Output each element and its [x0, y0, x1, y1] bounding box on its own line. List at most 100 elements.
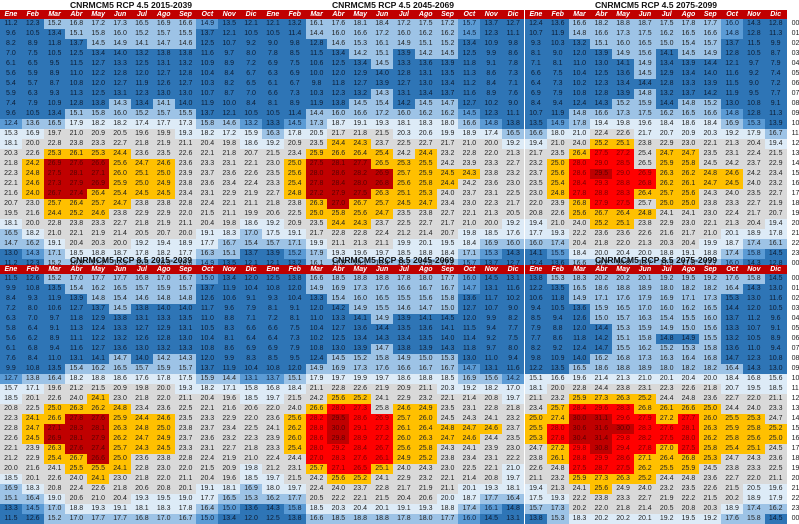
temperature-cell: 12.7 [130, 324, 153, 334]
temperature-cell: 20.0 [546, 384, 569, 394]
temperature-cell: 28.9 [349, 434, 372, 444]
temperature-cell: 11.9 [43, 294, 66, 304]
temperature-cell: 13.4 [458, 39, 481, 49]
temperature-cell: 16.5 [677, 109, 700, 119]
temperature-cell: 14.9 [371, 314, 393, 324]
temperature-cell: 13.5 [546, 284, 569, 294]
temperature-cell: 19.6 [349, 249, 372, 259]
temperature-cell: 23.2 [525, 159, 547, 169]
temperature-cell: 23.1 [721, 149, 743, 159]
temperature-cell: 20.2 [590, 514, 613, 524]
temperature-cell: 26.9 [87, 179, 110, 189]
temperature-cell: 24.8 [699, 169, 722, 179]
temperature-cell: 25.7 [371, 199, 393, 209]
table-row: 11.2 12.3 15.2 16.8 17.2 17.3 16.5 16.9 16.6 14.9… [0, 19, 262, 29]
temperature-cell: 24.1 [677, 209, 700, 219]
temperature-cell: 5.8 [0, 324, 22, 334]
hour-label: 10:00 [786, 119, 799, 129]
temperature-cell: 20.7 [240, 149, 262, 159]
temperature-cell: 10.2 [568, 79, 591, 89]
temperature-cell: 22.1 [480, 464, 503, 474]
temperature-cell: 21.0 [502, 464, 524, 474]
temperature-cell: 10.6 [525, 294, 547, 304]
temperature-cell: 20.4 [568, 239, 591, 249]
temperature-cell: 17.5 [174, 374, 197, 384]
hour-label: 18:00 [786, 454, 799, 464]
temperature-cell: 8.2 [525, 344, 547, 354]
month-header: Mar [568, 10, 591, 19]
temperature-cell: 16.6 [349, 109, 372, 119]
temperature-cell: 18.8 [349, 274, 372, 284]
temperature-cell: 25.5 [87, 464, 110, 474]
temperature-cell: 25.9 [677, 464, 700, 474]
temperature-cell: 25.3 [742, 414, 765, 424]
temperature-cell: 20.0 [699, 374, 722, 384]
table-row: 22.3 24.1 26.6 27.8 27.6 25.9 24.4 24.6 23.5 23.3… [0, 414, 262, 424]
temperature-cell: 18.1 [392, 119, 415, 129]
temperature-cell: 9.6 [218, 304, 241, 314]
temperature-cell: 21.8 [612, 504, 634, 514]
temperature-cell: 20.2 [612, 274, 634, 284]
temperature-cell: 22.6 [633, 229, 656, 239]
temperature-cell: 21.9 [152, 219, 175, 229]
temperature-cell: 17.7 [196, 239, 219, 249]
temperature-cell: 10.0 [218, 99, 241, 109]
temperature-cell: 24.6 [458, 434, 481, 444]
temperature-cell: 16.6 [392, 364, 415, 374]
temperature-cell: 23.5 [305, 219, 328, 229]
temperature-cell: 14.9 [568, 294, 591, 304]
temperature-cell: 7.6 [0, 354, 22, 364]
temperature-cell: 18.5 [480, 229, 503, 239]
temperature-cell: 14.3 [590, 99, 613, 109]
temperature-cell: 16.0 [458, 274, 481, 284]
temperature-cell: 10.8 [742, 99, 765, 109]
temperature-cell: 26.0 [392, 434, 415, 444]
hour-label: 08:00 [786, 354, 799, 364]
table-row: 8.1 9.0 12.0 13.9 14.9 15.6 14.1 14.5 14.9 12.8 10… [525, 49, 799, 59]
temperature-cell: 15.4 [371, 99, 393, 109]
temperature-cell: 14.5 [371, 59, 393, 69]
table-row: 13.5 14.9 17.8 19.4 19.8 19.6 18.4 18.6 18.4 16.9… [525, 119, 799, 129]
temperature-cell: 27.8 [305, 179, 328, 189]
temperature-cell: 22.9 [764, 159, 787, 169]
temperature-cell: 12.3 [327, 89, 350, 99]
table-row: 10.6 11.8 14.9 17.1 17.6 17.9 16.9 17.1 17.3 15.3… [525, 294, 799, 304]
temperature-cell: 30.6 [568, 424, 591, 434]
temperature-cell: 18.1 [0, 139, 22, 149]
temperature-cell: 25.8 [677, 159, 700, 169]
temperature-cell: 23.6 [590, 229, 613, 239]
hour-label: 00:00 [786, 514, 799, 524]
temperature-cell: 29.6 [612, 414, 634, 424]
month-header: Jul [392, 265, 415, 274]
temperature-cell: 25.9 [109, 179, 131, 189]
temperature-cell: 16.6 [568, 19, 591, 29]
temperature-cell: 25.8 [327, 209, 350, 219]
temperature-cell: 22.3 [0, 414, 22, 424]
hour-label: 02:00 [786, 39, 799, 49]
table-row: 21.8 23.8 26.3 27.0 26.7 25.7 24.5 24.7 23.4 23.0… [262, 199, 524, 209]
temperature-cell: 16.2 [87, 364, 110, 374]
temperature-cell: 17.7 [87, 514, 110, 524]
temperature-cell: 16.4 [721, 284, 743, 294]
temperature-cell: 24.9 [152, 434, 175, 444]
temperature-cell: 26.7 [43, 189, 66, 199]
temperature-cell: 19.5 [0, 209, 22, 219]
hour-label: 03:00 [786, 304, 799, 314]
temperature-cell: 14.4 [305, 109, 328, 119]
temperature-cell: 16.3 [655, 354, 678, 364]
temperature-cell: 9.6 [0, 29, 22, 39]
table-row: 6.1 6.5 9.5 11.5 12.7 13.3 12.5 13.1 13.2 10.9 8.9… [0, 59, 262, 69]
temperature-cell: 18.2 [21, 229, 44, 239]
temperature-cell: 17.5 [262, 229, 284, 239]
temperature-cell: 18.9 [633, 364, 656, 374]
temperature-cell: 16.6 [590, 29, 613, 39]
temperature-cell: 10.2 [305, 334, 328, 344]
temperature-cell: 14.9 [677, 334, 700, 344]
temperature-cell: 12.6 [568, 314, 591, 324]
temperature-cell: 12.9 [87, 314, 110, 324]
temperature-cell: 10.7 [742, 324, 765, 334]
temperature-cell: 26.4 [414, 424, 437, 434]
temperature-cell: 26.2 [109, 434, 131, 444]
temperature-cell: 22.7 [502, 159, 524, 169]
temperature-cell: 14.5 [677, 49, 700, 59]
